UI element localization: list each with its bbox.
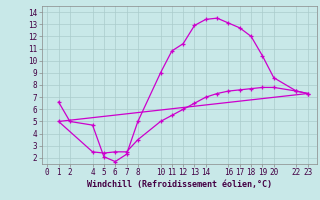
X-axis label: Windchill (Refroidissement éolien,°C): Windchill (Refroidissement éolien,°C) <box>87 180 272 189</box>
